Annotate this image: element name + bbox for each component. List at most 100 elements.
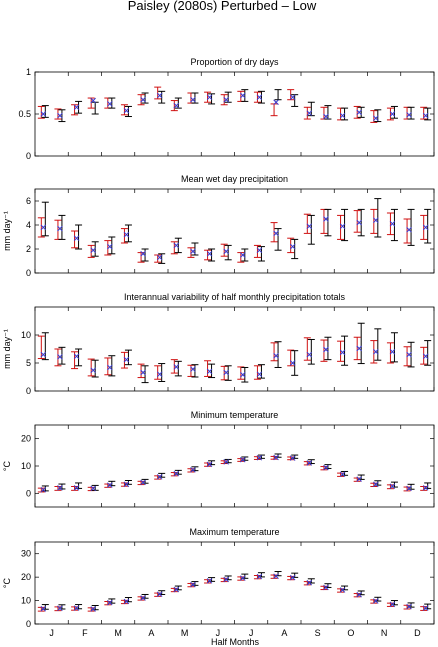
y-tick-label: 30 [21,549,31,559]
cross-marker [406,112,412,118]
cross-stroke-b [57,354,63,360]
cross-stroke-b [289,455,296,461]
cross-marker [389,601,396,608]
cross-marker [273,99,279,105]
cross-marker [57,354,63,360]
x-axis-label: Half Months [211,637,260,647]
cross-stroke-b [256,94,263,100]
cross-stroke-b [373,217,379,223]
month-label: O [347,628,354,638]
figure-title: Paisley (2080s) Perturbed – Low [128,0,317,13]
cross-marker [173,242,180,249]
cross-marker [422,353,429,360]
cross-stroke-b [240,456,246,463]
cross-stroke-b [123,598,130,605]
cross-marker [73,605,80,611]
panel-4: Minimum temperature 0 10 20 °C [2,410,435,508]
cross-marker [373,349,379,355]
panel-title: Minimum temperature [191,410,279,420]
month-label: M [181,628,189,638]
cross-stroke-b [173,242,180,249]
cross-marker [373,481,379,488]
cross-stroke-b [373,481,379,488]
cross-stroke-b [73,235,80,241]
cross-marker [190,96,196,103]
cross-marker [206,251,213,257]
cross-marker [173,364,180,370]
cross-stroke-b [289,574,296,581]
cross-stroke-b [73,353,80,360]
y-tick-label: 20 [21,434,31,444]
cross-marker [289,94,296,100]
cross-stroke-b [306,223,313,229]
cross-marker [389,483,396,489]
cross-stroke-b [422,485,429,491]
cross-marker [223,96,229,103]
cross-marker [406,485,412,492]
cross-stroke-b [273,352,279,359]
cross-stroke-b [90,485,96,492]
cross-stroke-b [107,599,113,606]
cross-marker [256,94,263,100]
cross-stroke-b [90,97,96,104]
cross-stroke-b [406,485,412,492]
cross-marker [90,367,96,374]
cross-marker [289,243,296,250]
cross-stroke-b [190,96,196,103]
y-tick-label: 10 [21,330,31,340]
cross-marker [223,369,229,376]
cross-stroke-b [156,254,163,261]
cross-stroke-b [406,603,412,610]
y-tick-label: 5 [26,358,31,368]
y-axis-label: mm day⁻¹ [2,329,12,369]
cross-stroke-b [40,351,47,358]
cross-marker [256,573,263,580]
cross-stroke-b [389,221,396,227]
cross-stroke-b [256,247,263,253]
cross-marker [40,351,47,358]
month-label: D [414,628,421,638]
y-tick-label: 0.5 [18,109,31,119]
y-tick-label: 0 [26,151,31,161]
cross-stroke-b [323,464,329,471]
cross-stroke-b [223,369,229,376]
cross-marker [323,346,329,353]
cross-marker [57,485,63,491]
y-tick-label: 1 [26,67,31,77]
cross-marker [240,575,246,581]
cross-marker [40,111,47,117]
y-tick-label: 0 [26,488,31,498]
month-label: A [148,628,154,638]
cross-stroke-b [107,243,113,250]
month-label: A [281,628,287,638]
cross-marker [240,92,246,99]
cross-marker [306,351,313,358]
cross-stroke-b [240,252,246,258]
cross-marker [156,92,163,99]
cross-stroke-b [57,225,63,232]
cross-stroke-b [40,487,47,493]
cross-stroke-b [156,371,163,377]
cross-marker [57,225,63,232]
cross-stroke-b [173,470,180,477]
cross-stroke-b [306,460,313,466]
cross-stroke-b [40,606,47,612]
cross-stroke-b [389,349,396,355]
cross-marker [173,586,180,593]
cross-stroke-b [373,598,379,604]
cross-stroke-b [240,92,246,99]
cross-marker [356,109,362,116]
cross-marker [90,247,96,253]
panel-5: Maximum temperature 0 10 20 30 °C [2,527,435,629]
cross-stroke-b [256,455,263,461]
cross-marker [140,595,146,601]
cross-marker [90,97,96,104]
cross-stroke-b [289,360,296,366]
cross-stroke-b [190,467,196,473]
month-label: F [82,628,88,638]
cross-stroke-b [356,219,362,226]
cross-stroke-b [206,251,213,257]
cross-stroke-b [123,231,130,238]
